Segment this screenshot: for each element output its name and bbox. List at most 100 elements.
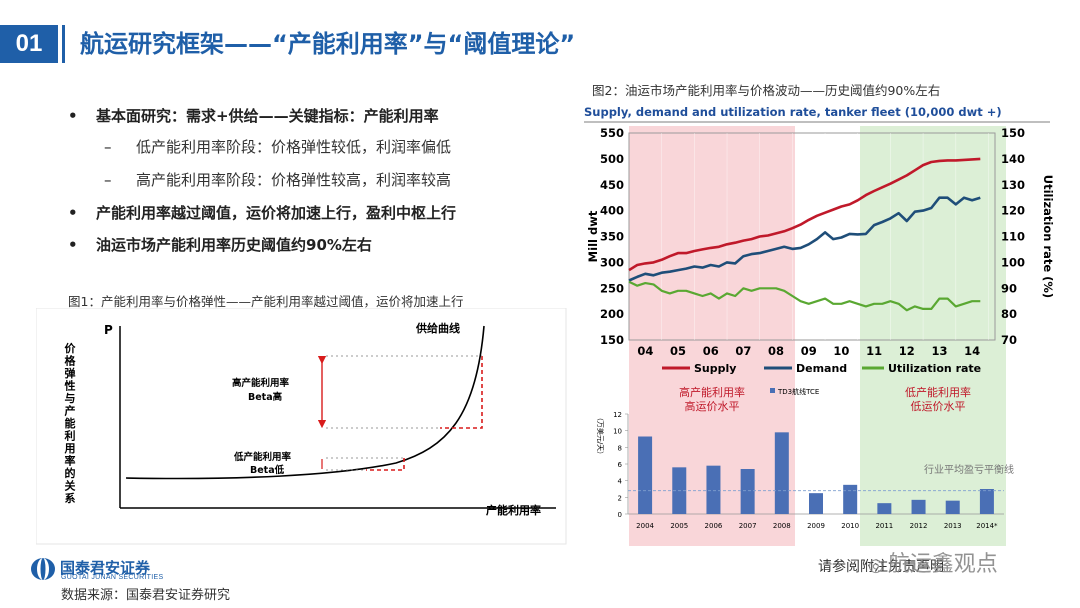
bar-y-axis-title: （万美元/天） — [596, 414, 605, 458]
bullet-text: 产能利用率越过阈值，运价将加速上行，盈利中枢上行 — [96, 204, 457, 222]
sub-bullet-dash: – — [104, 171, 112, 189]
y-tick-label: 400 — [600, 204, 624, 218]
bar-x-tick-label: 2004 — [636, 522, 654, 530]
top-plot-frame — [628, 132, 996, 341]
figure1-frame — [36, 308, 567, 545]
low-utilization-region — [860, 126, 1006, 546]
y-tick-label: 450 — [600, 178, 624, 192]
x-tick-label: 12 — [899, 344, 915, 358]
bar-x-tick-label: 2014* — [976, 522, 998, 530]
bullet-dot: • — [68, 204, 78, 222]
sub-bullet-text: 低产能利用率阶段：价格弹性较低，利润率偏低 — [136, 138, 452, 156]
series-line-utilization-rate — [628, 280, 981, 312]
figure1-diagram: P 供给曲线 高产能利用率 Beta高 低产能利用率 Beta低 产能利用率 价… — [36, 308, 567, 545]
y-tick-label: 300 — [600, 255, 624, 269]
wechat-icon: ◎ — [868, 555, 884, 576]
y-tick-label: 150 — [600, 333, 624, 347]
legend-supply-label: Supply — [694, 362, 736, 375]
y2-tick-label: 130 — [1001, 178, 1025, 192]
bar-x-tick-label: 2008 — [773, 522, 791, 530]
watermark: ◎ 航运鑫观点 — [868, 546, 998, 578]
region-low-label-2: 低运价水平 — [911, 400, 966, 413]
y2-tick-label: 150 — [1001, 126, 1025, 140]
disclaimer-text: 请参阅附注免责声明 — [818, 559, 944, 575]
y-tick-label: 350 — [600, 230, 624, 244]
bar-chart-layer: 0 2 4 6 8 10 12 （万美元/天） 2004 2005 2006 2007 2008 2009… — [596, 411, 1004, 530]
x-tick-label: 11 — [866, 344, 882, 358]
tce-bar — [911, 499, 926, 514]
company-name-cn: 国泰君安证券 — [60, 559, 151, 577]
x-tick-label: 05 — [670, 344, 686, 358]
supply-curve-label: 供给曲线 — [415, 321, 460, 335]
y2-tick-label: 100 — [1001, 255, 1025, 269]
tce-bar — [979, 489, 994, 514]
figure2-caption: 图2：油运市场产能利用率与价格波动——历史阈值约90%左右 — [592, 83, 941, 98]
title-divider — [62, 25, 65, 63]
bar-y-tick-label: 8 — [618, 444, 622, 452]
region-high-label-1: 高产能利用率 — [679, 385, 745, 399]
bar-y-tick-label: 10 — [613, 428, 622, 436]
low-beta-triangle — [366, 458, 405, 471]
x-tick-label: 13 — [931, 344, 947, 358]
y2-tick-label: 90 — [1001, 281, 1017, 295]
supply-curve — [125, 325, 485, 480]
x-tick-label: 14 — [964, 344, 980, 358]
y2-tick-label: 120 — [1001, 204, 1025, 218]
high-beta-label-1: 高产能利用率 — [232, 377, 290, 389]
tce-bar — [809, 493, 823, 514]
bar-y-tick-label: 0 — [618, 511, 622, 519]
bar-x-tick-label: 2007 — [739, 522, 757, 530]
y-tick-label: 250 — [600, 281, 624, 295]
p-label: P — [104, 323, 113, 337]
y2-tick-label: 70 — [1001, 333, 1017, 347]
slide-title: 航运研究框架——“产能利用率”与“阈值理论” — [80, 30, 576, 58]
bar-x-tick-label: 2009 — [807, 522, 825, 530]
x-tick-label: 09 — [801, 344, 817, 358]
tce-bar — [843, 484, 858, 514]
bar-y-tick-label: 4 — [618, 478, 623, 486]
x-axis-label: 产能利用率 — [486, 503, 541, 517]
company-logo-icon — [31, 558, 55, 580]
legend-utilization-label: Utilization rate — [888, 362, 981, 375]
y2-tick-label: 140 — [1001, 152, 1025, 166]
bar-x-tick-label: 2010 — [841, 522, 859, 530]
y-tick-label: 550 — [600, 126, 624, 140]
company-name-en: GUOTAI JUNAN SECURITIES — [61, 574, 164, 581]
legend-demand-label: Demand — [796, 362, 847, 375]
bar-y-tick-label: 6 — [618, 461, 623, 469]
y2-tick-label: 80 — [1001, 307, 1017, 321]
bullet-dot: • — [68, 107, 78, 125]
bar-y-tick-label: 12 — [613, 411, 622, 419]
x-tick-label: 06 — [703, 344, 719, 358]
bar-x-tick-label: 2013 — [944, 522, 962, 530]
y-axis-label-text: 价格弹性与产能利用率的关系 — [65, 342, 77, 505]
region-low-label-1: 低产能利用率 — [905, 385, 971, 399]
top-legend: Supply Demand Utilization rate — [662, 362, 981, 375]
bar-x-tick-label: 2006 — [705, 522, 723, 530]
tce-bar — [774, 432, 789, 514]
bar-x-tick-label: 2005 — [670, 522, 688, 530]
y-axis-title: Mill dwt — [586, 210, 600, 262]
bar-legend-swatch — [770, 388, 775, 393]
bar-x-tick-label: 2011 — [875, 522, 893, 530]
bullet-text: 油运市场产能利用率历史阈值约90%左右 — [96, 236, 372, 254]
bullet-dot: • — [68, 236, 78, 254]
figure2-chart: Supply, demand and utilization rate, tan… — [584, 105, 1055, 546]
sub-bullet-dash: – — [104, 138, 112, 156]
top-chart-layer: 04 05 06 07 08 09 10 11 12 13 14 150 200 250 300 350 400… — [586, 126, 1055, 358]
series-line-supply — [628, 157, 981, 272]
high-beta-label-2: Beta高 — [248, 391, 283, 403]
x-tick-label: 10 — [833, 344, 849, 358]
figure1-caption: 图1：产能利用率与价格弹性——产能利用率越过阈值，运价将加速上行 — [68, 294, 464, 309]
y-axis-label: 价格弹性与产能利用率的关系 — [65, 342, 77, 505]
low-beta-label-2: Beta低 — [250, 464, 285, 476]
tce-bar — [877, 503, 892, 514]
low-beta-label-1: 低产能利用率 — [233, 451, 292, 463]
tce-bar — [706, 465, 721, 514]
tce-bar — [945, 500, 960, 514]
data-source: 数据来源：国泰君安证券研究 — [61, 588, 231, 603]
section-number: 01 — [0, 25, 58, 63]
bar-legend-label: TD3航线TCE — [777, 387, 819, 396]
watermark-text: 航运鑫观点 — [887, 552, 998, 577]
y2-axis-title: Utilization rate (%) — [1041, 175, 1055, 298]
